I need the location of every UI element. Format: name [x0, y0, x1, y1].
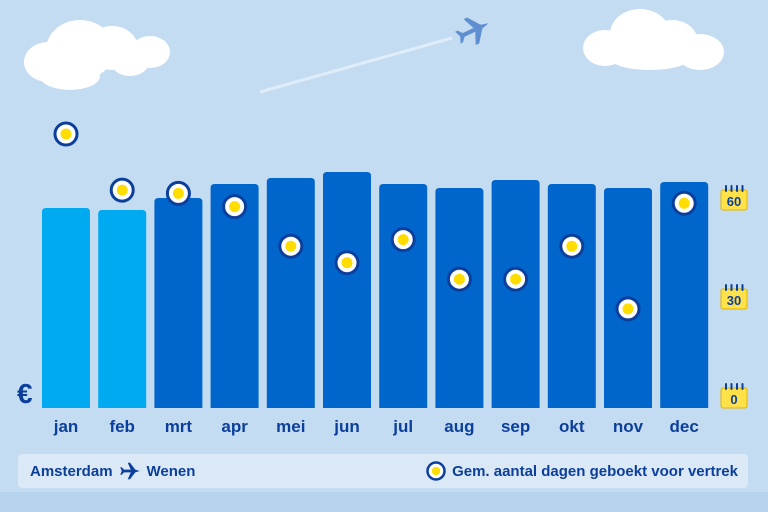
currency-symbol: €	[17, 378, 33, 409]
marker-jun	[334, 250, 360, 276]
bar-apr	[210, 184, 259, 408]
cloud-left	[24, 20, 170, 90]
marker-sep	[503, 266, 529, 292]
y2-tick-30: 30	[720, 284, 748, 310]
x-label-aug: aug	[444, 417, 474, 436]
cloud-right	[583, 9, 724, 70]
legend-marker-item: Gem. aantal dagen geboekt voor vertrek	[426, 454, 738, 488]
y2-tick-label-0: 0	[730, 392, 737, 407]
y2-tick-60: 60	[720, 185, 748, 211]
bar-mrt	[154, 198, 203, 408]
marker-legend-icon	[426, 461, 446, 481]
bar-okt	[547, 184, 596, 408]
x-label-dec: dec	[670, 417, 699, 436]
contrail	[259, 36, 453, 94]
marker-aug	[446, 266, 472, 292]
bar-aug	[435, 188, 484, 408]
right-axis-calendars: 60 30 0	[720, 185, 748, 409]
bar-sep	[491, 180, 540, 408]
marker-legend-label: Gem. aantal dagen geboekt voor vertrek	[452, 462, 738, 480]
x-label-okt: okt	[559, 417, 585, 436]
legend-bar: Amsterdam Wenen Gem. aantal dagen geboek…	[18, 454, 748, 488]
marker-mrt	[165, 180, 191, 206]
plane-icon	[119, 462, 140, 480]
x-label-mei: mei	[276, 417, 305, 436]
x-label-mrt: mrt	[165, 417, 193, 436]
marker-jul	[390, 227, 416, 253]
y2-tick-label-30: 30	[727, 293, 741, 308]
x-label-sep: sep	[501, 417, 530, 436]
x-label-jan: jan	[53, 417, 79, 436]
y2-tick-label-60: 60	[727, 194, 741, 209]
destination-label: Wenen	[146, 462, 196, 480]
bottom-strip	[0, 492, 768, 512]
x-label-jun: jun	[333, 417, 360, 436]
x-label-nov: nov	[613, 417, 644, 436]
markers-group	[53, 121, 697, 322]
marker-feb	[109, 177, 135, 203]
bar-dec	[660, 182, 709, 408]
x-label-jul: jul	[392, 417, 413, 436]
marker-okt	[559, 233, 585, 259]
marker-apr	[222, 194, 248, 220]
x-axis-labels: jan feb mrt apr mei jun jul aug sep okt nov dec	[53, 417, 699, 436]
bar-feb	[98, 210, 147, 408]
airplane-icon	[455, 17, 489, 46]
x-label-apr: apr	[221, 417, 248, 436]
bar-mei	[266, 178, 315, 408]
route-label: Amsterdam Wenen	[30, 454, 195, 488]
marker-dec	[671, 190, 697, 216]
bar-jan	[42, 208, 90, 408]
marker-mei	[278, 233, 304, 259]
bar-jul	[379, 184, 428, 408]
origin-label: Amsterdam	[30, 462, 113, 480]
bar-jun	[323, 172, 371, 408]
y2-tick-0: 0	[720, 383, 748, 409]
x-label-feb: feb	[109, 417, 135, 436]
marker-jan	[53, 121, 79, 147]
bars-group	[42, 172, 709, 408]
marker-nov	[615, 296, 641, 322]
